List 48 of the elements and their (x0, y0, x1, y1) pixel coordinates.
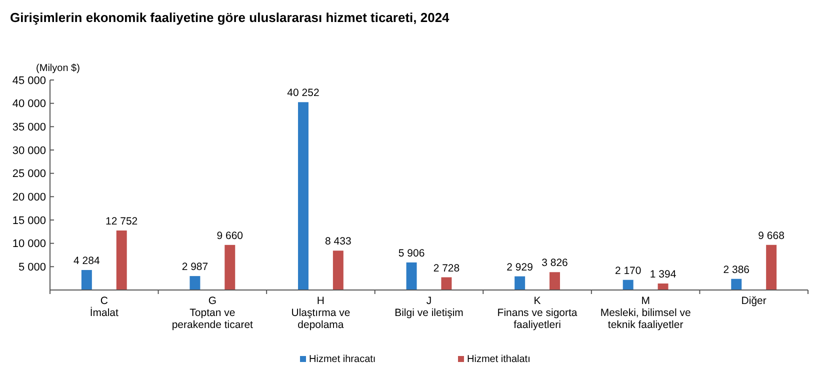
data-label: 2 728 (433, 262, 460, 274)
bar (441, 277, 452, 290)
bar (332, 250, 344, 290)
legend-label: Hizmet ithalatı (467, 354, 530, 365)
data-label: 8 433 (325, 236, 352, 248)
x-tick-label: H Ulaştırma ve depolama (291, 295, 350, 331)
y-tick-label: 15 000 (12, 214, 46, 227)
bar (224, 244, 236, 290)
y-tick-label: 25 000 (12, 168, 46, 180)
data-label: 2 170 (614, 264, 642, 277)
data-label: 2 929 (506, 261, 534, 274)
y-tick-label: 5 000 (18, 262, 46, 274)
data-label: 3 826 (542, 257, 568, 270)
x-tick-label: C İmalat (90, 295, 119, 319)
bar (514, 276, 526, 290)
bar (81, 270, 92, 290)
y-tick-label: 20 000 (12, 192, 46, 204)
x-tick-label: G Toptan ve perakende ticaret (172, 295, 254, 331)
bar (190, 276, 200, 290)
bar (116, 230, 127, 290)
y-tick-label: 30 000 (12, 144, 46, 157)
bar (622, 280, 634, 290)
legend-label: Hizmet ihracatı (309, 354, 376, 365)
y-axis-title: (Milyon $) (36, 63, 80, 74)
data-label: 2 987 (182, 261, 208, 274)
bar (298, 102, 308, 290)
y-tick-label: 35 000 (12, 122, 46, 134)
data-label: 1 394 (650, 268, 676, 280)
data-label: 5 906 (398, 247, 425, 260)
x-tick-label: M Mesleki, bilimsel ve teknik faaliyetler (600, 295, 691, 331)
chart-title: Girişimlerin ekonomik faaliyetine göre uluslararası hizmet ticareti, 2024 (10, 10, 450, 25)
data-label: 4 284 (74, 255, 100, 268)
data-label: 40 252 (287, 87, 320, 100)
bar (766, 244, 777, 290)
bar (550, 272, 560, 290)
x-tick-label: K Finans ve sigorta faaliyetleri (497, 295, 578, 331)
y-tick-label: 40 000 (12, 98, 46, 110)
x-tick-label: Diğer (741, 295, 767, 307)
bar (406, 262, 417, 290)
data-label: 12 752 (106, 215, 138, 228)
data-label: 9 660 (216, 230, 244, 242)
bar (658, 283, 668, 290)
data-label: 2 386 (723, 264, 750, 276)
y-tick-label: 10 000 (12, 238, 46, 250)
y-tick-label: 45 000 (12, 74, 46, 87)
x-tick-label: J Bilgi ve iletişim (394, 295, 464, 319)
data-label: 9 668 (758, 230, 785, 242)
bar (731, 278, 742, 290)
